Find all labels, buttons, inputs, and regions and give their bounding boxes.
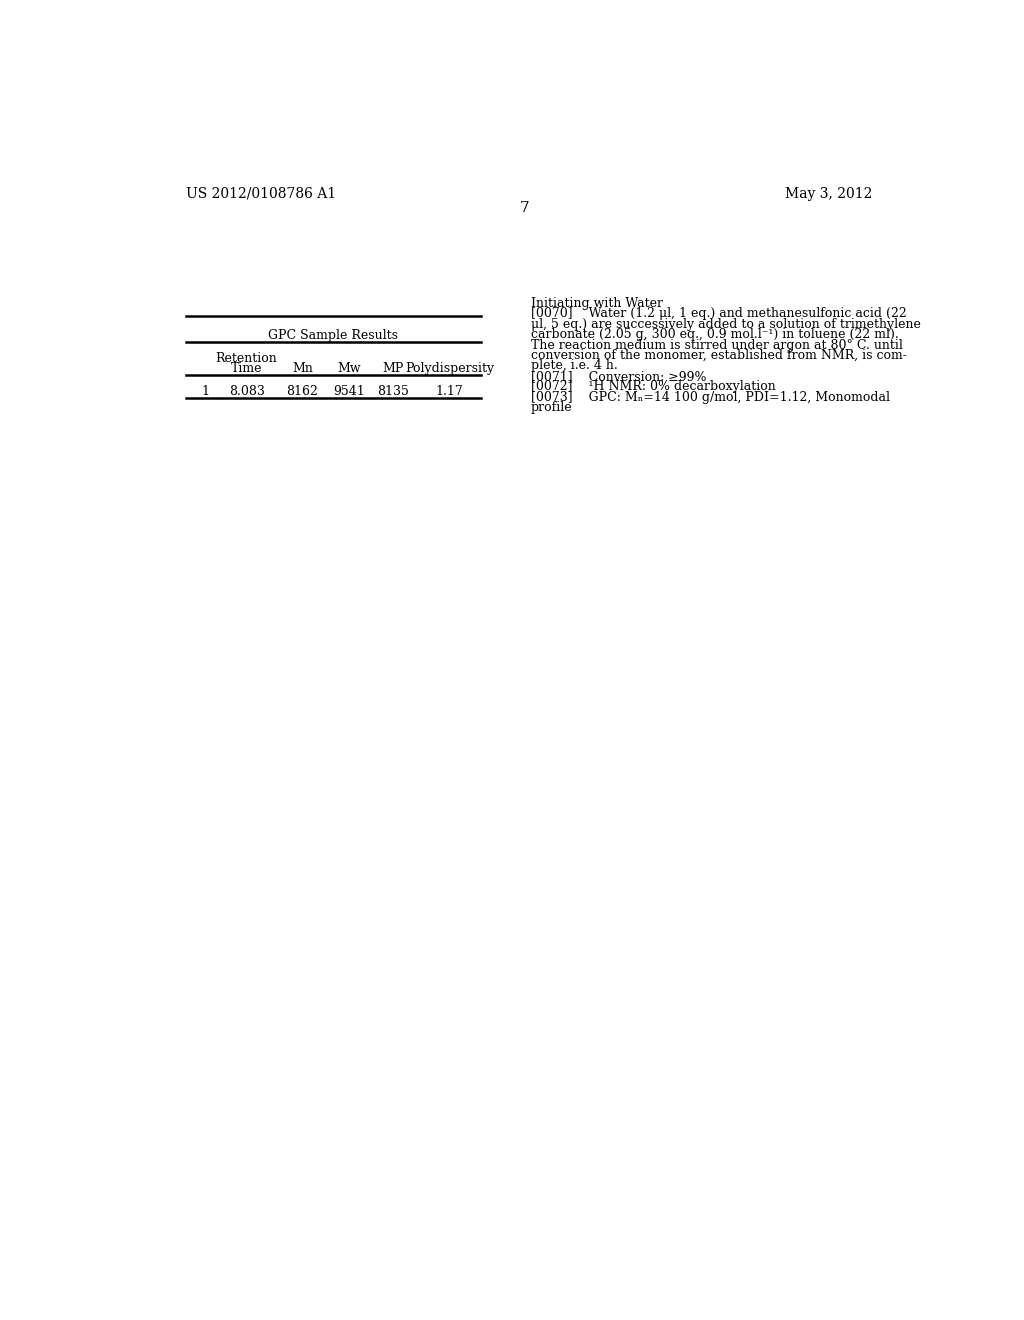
- Text: 8.083: 8.083: [228, 385, 264, 397]
- Text: Mw: Mw: [337, 362, 360, 375]
- Text: Retention: Retention: [216, 351, 278, 364]
- Text: The reaction medium is stirred under argon at 80° C. until: The reaction medium is stirred under arg…: [531, 339, 903, 351]
- Text: 8135: 8135: [377, 385, 409, 397]
- Text: plete, i.e. 4 h.: plete, i.e. 4 h.: [531, 359, 617, 372]
- Text: [0073]    GPC: Mₙ=14 100 g/mol, PDI=1.12, Monomodal: [0073] GPC: Mₙ=14 100 g/mol, PDI=1.12, M…: [531, 391, 890, 404]
- Text: Mn: Mn: [292, 362, 312, 375]
- Text: profile: profile: [531, 401, 572, 414]
- Text: GPC Sample Results: GPC Sample Results: [268, 329, 398, 342]
- Text: MP: MP: [382, 362, 403, 375]
- Text: 1: 1: [202, 385, 210, 397]
- Text: [0071]    Conversion: ≥99%: [0071] Conversion: ≥99%: [531, 370, 707, 383]
- Text: 7: 7: [520, 201, 529, 215]
- Text: 1.17: 1.17: [436, 385, 464, 397]
- Text: May 3, 2012: May 3, 2012: [784, 187, 872, 201]
- Text: Time: Time: [230, 362, 262, 375]
- Text: 9541: 9541: [333, 385, 365, 397]
- Text: conversion of the monomer, established from NMR, is com-: conversion of the monomer, established f…: [531, 348, 907, 362]
- Text: Polydispersity: Polydispersity: [406, 362, 495, 375]
- Text: 8162: 8162: [287, 385, 318, 397]
- Text: [0070]    Water (1.2 μl, 1 eq.) and methanesulfonic acid (22: [0070] Water (1.2 μl, 1 eq.) and methane…: [531, 308, 906, 321]
- Text: carbonate (2.05 g, 300 eq., 0.9 mol.l⁻¹) in toluene (22 ml).: carbonate (2.05 g, 300 eq., 0.9 mol.l⁻¹)…: [531, 329, 899, 341]
- Text: US 2012/0108786 A1: US 2012/0108786 A1: [186, 187, 336, 201]
- Text: [0072]    ¹H NMR: 0% decarboxylation: [0072] ¹H NMR: 0% decarboxylation: [531, 380, 776, 393]
- Text: μl, 5 eq.) are successively added to a solution of trimethylene: μl, 5 eq.) are successively added to a s…: [531, 318, 921, 331]
- Text: Initiating with Water: Initiating with Water: [531, 297, 663, 310]
